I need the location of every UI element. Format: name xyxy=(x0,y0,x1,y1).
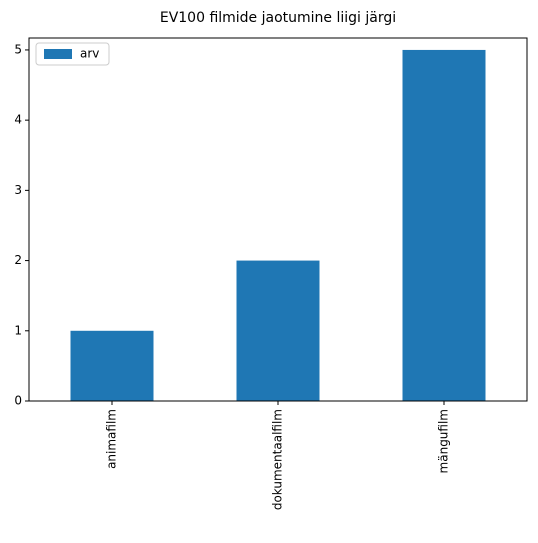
y-tick-label: 4 xyxy=(14,113,22,127)
x-tick-label: dokumentaalfilm xyxy=(271,409,285,510)
legend-box xyxy=(35,42,110,66)
x-tick-label: animafilm xyxy=(105,409,119,469)
plot-frame xyxy=(28,37,528,402)
y-tick-label: 5 xyxy=(14,42,22,56)
bar xyxy=(70,330,154,401)
legend-swatch xyxy=(44,49,72,59)
x-tick-label: mängufilm xyxy=(437,409,451,473)
y-tick-label: 2 xyxy=(14,253,22,267)
y-tick-label: 1 xyxy=(14,323,22,337)
bar xyxy=(236,260,320,401)
y-tick-label: 3 xyxy=(14,183,22,197)
bar xyxy=(402,49,486,402)
chart-title: EV100 filmide jaotumine liigi järgi xyxy=(160,10,396,26)
y-tick-label: 0 xyxy=(14,394,22,408)
legend-label: arv xyxy=(80,47,99,61)
